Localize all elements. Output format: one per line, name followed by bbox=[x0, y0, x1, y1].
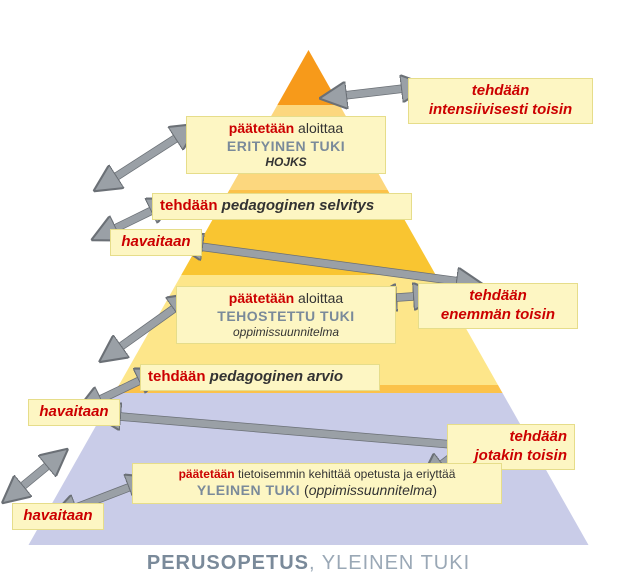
box-yleinen-main: päätetään tietoisemmin kehittää opetusta… bbox=[132, 463, 502, 504]
line1: päätetään aloittaa bbox=[184, 290, 388, 308]
box-top-right: tehdään intensiivisesti toisin bbox=[408, 78, 593, 124]
box-erityinen-main: päätetään aloittaa ERITYINEN TUKI HOJKS bbox=[186, 116, 386, 174]
box-havaitaan-2: havaitaan bbox=[28, 399, 120, 426]
box-havaitaan-1: havaitaan bbox=[110, 229, 202, 256]
line1: päätetään tietoisemmin kehittää opetusta… bbox=[140, 467, 494, 482]
box-tehostettu-main: päätetään aloittaa TEHOSTETTU TUKI oppim… bbox=[176, 286, 396, 344]
footer-caption: PERUSOPETUS, YLEINEN TUKI bbox=[0, 552, 617, 575]
line2: YLEINEN TUKI (oppimissuunnitelma) bbox=[140, 482, 494, 500]
box-tehostettu-arvio: tehdään pedagoginen arvio bbox=[140, 364, 380, 391]
line1: päätetään aloittaa bbox=[194, 120, 378, 138]
subnote: HOJKS bbox=[194, 155, 378, 170]
box-mid-right: tehdään enemmän toisin bbox=[418, 283, 578, 329]
box-havaitaan-3: havaitaan bbox=[12, 503, 104, 530]
diagram-stage: tehdään intensiivisesti toisin päätetään… bbox=[0, 0, 617, 580]
label: intensiivisesti toisin bbox=[416, 101, 585, 120]
tier-label: ERITYINEN TUKI bbox=[194, 138, 378, 156]
box-erityinen-selvitys: tehdään pedagoginen selvitys bbox=[152, 193, 412, 220]
label: tehdään bbox=[416, 82, 585, 101]
